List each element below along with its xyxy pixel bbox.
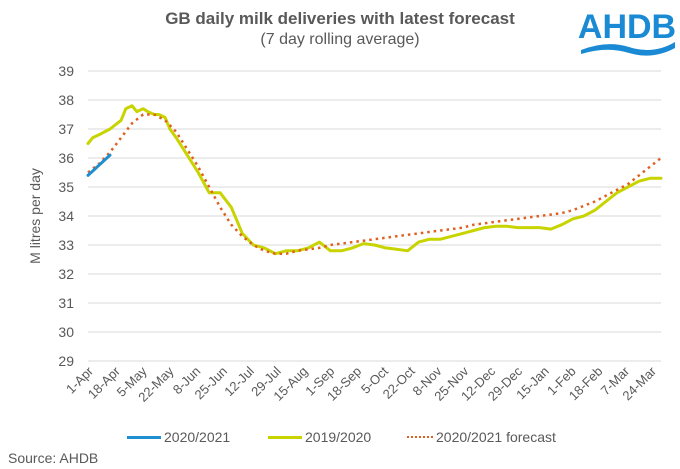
y-tick-label: 29 <box>58 353 74 369</box>
legend-swatch-2020-2021 <box>127 435 161 439</box>
y-axis-ticks: 29 30 31 32 33 34 35 36 37 38 39 <box>58 63 74 369</box>
x-tick-label: 12-Jul <box>221 363 257 399</box>
y-tick-label: 35 <box>58 179 74 195</box>
legend-swatch-forecast <box>407 436 433 438</box>
legend-swatch-2019-2020 <box>268 435 302 439</box>
y-tick-label: 34 <box>58 208 74 224</box>
y-tick-label: 36 <box>58 150 74 166</box>
source-note: Source: AHDB <box>8 450 99 466</box>
logo-wave-icon <box>581 42 675 56</box>
ahdb-logo: AHDB <box>577 6 677 58</box>
logo-text: AHDB <box>578 8 676 46</box>
y-tick-label: 39 <box>58 63 74 79</box>
legend-label: 2020/2021 forecast <box>436 429 556 445</box>
legend-item-2020-2021: 2020/2021 <box>127 429 230 445</box>
y-tick-label: 38 <box>58 92 74 108</box>
y-tick-label: 30 <box>58 324 74 340</box>
series-group <box>86 104 663 256</box>
legend-label: 2020/2021 <box>164 429 231 445</box>
y-tick-label: 32 <box>58 266 74 282</box>
legend: 2020/2021 2019/2020 2020/2021 forecast <box>0 429 680 449</box>
chart-subtitle: (7 day rolling average) <box>260 31 420 48</box>
x-axis-ticks: 1-Apr18-Apr5-May22-May8-Jun25-Jun12-Jul2… <box>63 363 660 405</box>
y-tick-label: 31 <box>58 295 74 311</box>
chart-title: GB daily milk deliveries with latest for… <box>165 9 515 28</box>
legend-item-forecast: 2020/2021 forecast <box>407 429 556 445</box>
legend-label: 2019/2020 <box>305 429 372 445</box>
y-tick-label: 33 <box>58 237 74 253</box>
series-line-2020-2021 <box>86 153 112 177</box>
y-axis-label: M litres per day <box>27 168 43 264</box>
gridlines <box>88 70 661 362</box>
series-line-2019-2020 <box>86 104 663 256</box>
y-tick-label: 37 <box>58 121 74 137</box>
legend-item-2019-2020: 2019/2020 <box>268 429 371 445</box>
